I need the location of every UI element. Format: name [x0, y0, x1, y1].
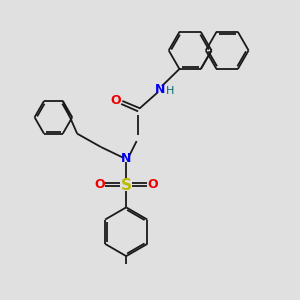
Text: O: O — [94, 178, 105, 191]
Text: O: O — [148, 178, 158, 191]
Text: N: N — [121, 152, 131, 165]
Text: S: S — [121, 178, 132, 193]
Text: O: O — [110, 94, 121, 107]
Text: H: H — [166, 86, 174, 96]
Text: N: N — [155, 82, 166, 96]
